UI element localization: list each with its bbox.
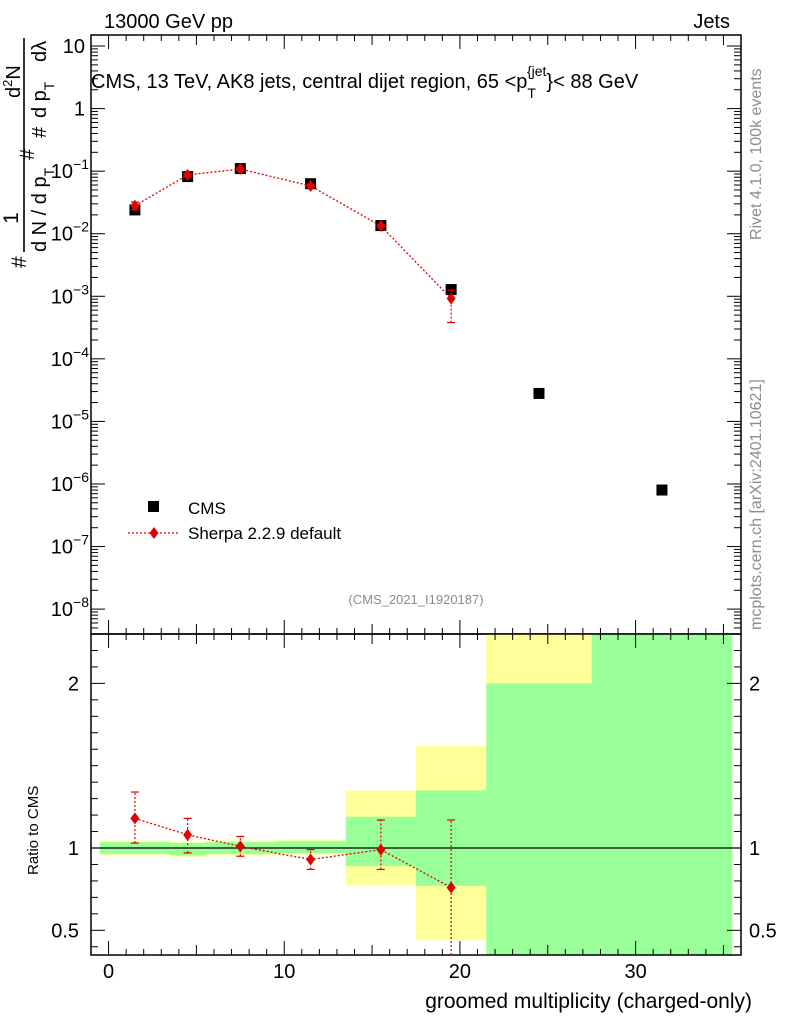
x-tick-label-2: 20 [449, 961, 471, 983]
main-ytick-label-8: 10−7 [51, 532, 89, 559]
ratio-frame [90, 633, 742, 956]
title-end: }< 88 GeV [546, 71, 638, 93]
legend: CMS Sherpa 2.2.9 default [128, 499, 341, 543]
ratio-point-3 [306, 853, 316, 866]
main-ytick-label-6: 10−5 [51, 406, 89, 433]
mcplots-ref: mcplots.cern.ch [arXiv:2401.10621] [748, 379, 765, 630]
ratio-point-1 [183, 828, 193, 841]
ylabel-dlambda: dλ [29, 41, 51, 62]
analysis-tag: (CMS_2021_I1920187) [348, 592, 483, 607]
main-ytick-label-2: 10−1 [51, 156, 89, 183]
ratio-point-2 [235, 840, 245, 853]
header-right: Jets [693, 11, 730, 33]
legend-cms-label: CMS [188, 499, 226, 518]
main-ytick-label-9: 10−8 [51, 594, 89, 621]
ratio-band-stat-6 [486, 683, 592, 955]
x-tick-label-0: 0 [103, 961, 114, 983]
main-frame [90, 34, 742, 635]
ratio-ytick-label-1: 1 [68, 838, 79, 860]
sherpa-point-2 [235, 163, 245, 176]
ylabel-denominator: d N / d pT [29, 167, 57, 252]
main-panel: 10 1 10−1 10−2 10−3 10−4 10−5 10−6 10−7 10−8 [51, 34, 742, 635]
ratio-ytick-label-0: 0.5 [51, 920, 79, 942]
main-ytick-label-5: 10−4 [51, 344, 89, 371]
ratio-band-stat-1 [170, 843, 206, 856]
plot-title: CMS, 13 TeV, AK8 jets, central dijet reg… [91, 63, 639, 101]
title-sub: T [527, 85, 536, 101]
cms-point-6 [533, 387, 545, 399]
x-tick-label-3: 30 [624, 961, 646, 983]
sherpa-point-3 [306, 179, 316, 192]
title-sup: {jet [527, 63, 547, 79]
ratio-band-stat-3 [275, 841, 346, 853]
y-axis-label-ratio: Ratio to CMS [25, 786, 42, 875]
main-ytick-label-7: 10−6 [51, 469, 89, 496]
x-axis-label: groomed multiplicity (charged-only) [425, 990, 752, 1013]
sherpa-point-5 [446, 292, 456, 305]
sherpa-point-4 [376, 219, 386, 232]
ylabel-hash3: # [29, 126, 51, 138]
ylabel-hash: # [8, 256, 31, 268]
ratio-point-4 [376, 843, 386, 856]
sherpa-point-0 [130, 199, 140, 212]
title-main: CMS, 13 TeV, AK8 jets, central dijet reg… [91, 71, 527, 93]
main-ytick-label-3: 10−2 [51, 219, 89, 246]
header-left: 13000 GeV pp [104, 11, 233, 33]
ylabel-dpT: d pT [29, 81, 57, 118]
legend-cms-marker [148, 501, 159, 512]
sherpa-point-1 [183, 168, 193, 181]
ratio-ytick-label-right-0: 0.5 [749, 920, 777, 942]
ratio-point-0 [130, 812, 140, 825]
y-axis-label-main: # 1 d N / d pT # # d pT dλ d2N [0, 38, 57, 268]
ratio-point-5 [446, 881, 456, 894]
ylabel-one: 1 [0, 212, 23, 224]
sherpa-line [134, 168, 452, 299]
ylabel-d2N: d2N [0, 65, 25, 98]
cms-point-5 [445, 284, 457, 296]
ratio-ytick-label-right-1: 1 [749, 838, 760, 860]
ratio-ytick-label-2: 2 [68, 673, 79, 695]
x-tick-label-1: 10 [273, 961, 295, 983]
main-ytick-label-4: 10−3 [51, 281, 89, 308]
cms-point-7 [656, 484, 668, 496]
ratio-sherpa-line [134, 817, 452, 889]
rivet-version: Rivet 4.1.0, 100k events [748, 68, 765, 240]
main-ytick-label-1: 1 [74, 99, 85, 121]
legend-sherpa-marker [149, 527, 159, 539]
ratio-ytick-label-right-2: 2 [749, 673, 760, 695]
ratio-band-stat-7 [591, 634, 733, 955]
ratio-panel: 0 10 20 30 0.5 0.5 1 1 2 2 [51, 633, 777, 983]
main-ytick-label-0: 10 [63, 36, 85, 58]
legend-sherpa-label: Sherpa 2.2.9 default [188, 524, 341, 543]
ylabel-hash2: # [17, 148, 39, 160]
